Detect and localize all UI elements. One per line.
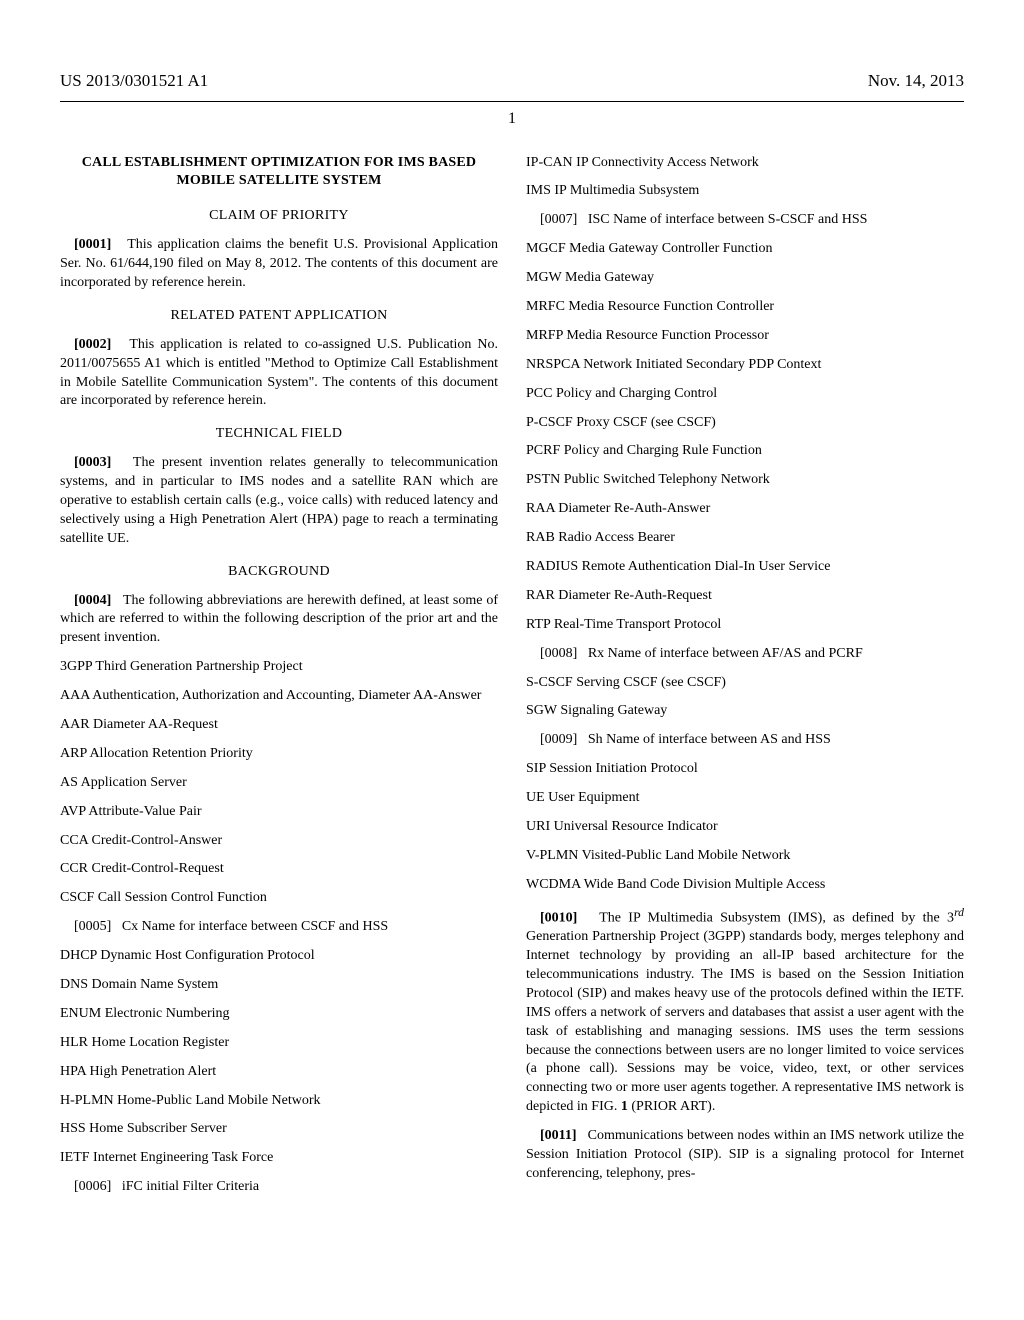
- para-0005: [0005] Cx Name for interface between CSC…: [60, 918, 498, 937]
- para-num: [0006]: [74, 1179, 111, 1194]
- abbr-cca: CCA Credit-Control-Answer: [60, 832, 498, 851]
- abbr-mgcf: MGCF Media Gateway Controller Function: [526, 240, 964, 259]
- para-0002: [0002] This application is related to co…: [60, 336, 498, 412]
- page-header: US 2013/0301521 A1 Nov. 14, 2013: [60, 70, 964, 93]
- pub-number: US 2013/0301521 A1: [60, 70, 208, 93]
- para-num: [0005]: [74, 919, 111, 934]
- para-text: This application claims the benefit U.S.…: [60, 237, 498, 290]
- abbr-ims: IMS IP Multimedia Subsystem: [526, 182, 964, 201]
- section-background: BACKGROUND: [60, 563, 498, 582]
- para-num: [0011]: [540, 1128, 577, 1143]
- abbr-hpa: HPA High Penetration Alert: [60, 1063, 498, 1082]
- abbr-ipcan: IP-CAN IP Connectivity Access Network: [526, 154, 964, 173]
- para-0003: [0003] The present invention relates gen…: [60, 454, 498, 548]
- abbr-enum: ENUM Electronic Numbering: [60, 1005, 498, 1024]
- abbr-aaa: AAA Authentication, Authorization and Ac…: [60, 687, 498, 706]
- para-0007: [0007] ISC Name of interface between S-C…: [526, 211, 964, 230]
- para-num: [0010]: [540, 910, 577, 925]
- para-text-b: Generation Partnership Project (3GPP) st…: [526, 929, 964, 1114]
- abbr-pcrf: PCRF Policy and Charging Rule Function: [526, 442, 964, 461]
- abbr-mrfc: MRFC Media Resource Function Controller: [526, 298, 964, 317]
- abbr-rtp: RTP Real-Time Transport Protocol: [526, 616, 964, 635]
- para-text: The present invention relates generally …: [60, 455, 498, 546]
- para-text: Cx Name for interface between CSCF and H…: [122, 919, 388, 934]
- para-text-a: The IP Multimedia Subsystem (IMS), as de…: [599, 910, 954, 925]
- para-text: iFC initial Filter Criteria: [122, 1179, 259, 1194]
- abbr-ue: UE User Equipment: [526, 789, 964, 808]
- body-columns: CALL ESTABLISHMENT OPTIMIZATION FOR IMS …: [60, 154, 964, 1201]
- abbr-hplmn: H-PLMN Home-Public Land Mobile Network: [60, 1092, 498, 1111]
- abbr-avp: AVP Attribute-Value Pair: [60, 803, 498, 822]
- pub-date: Nov. 14, 2013: [868, 70, 964, 93]
- para-num: [0009]: [540, 732, 577, 747]
- abbr-nrspca: NRSPCA Network Initiated Secondary PDP C…: [526, 356, 964, 375]
- abbr-sgw: SGW Signaling Gateway: [526, 702, 964, 721]
- abbr-ietf: IETF Internet Engineering Task Force: [60, 1149, 498, 1168]
- para-0006: [0006] iFC initial Filter Criteria: [60, 1178, 498, 1197]
- abbr-mgw: MGW Media Gateway: [526, 269, 964, 288]
- abbr-aar: AAR Diameter AA-Request: [60, 716, 498, 735]
- para-num: [0007]: [540, 212, 577, 227]
- abbr-ccr: CCR Credit-Control-Request: [60, 860, 498, 879]
- para-text: Rx Name of interface between AF/AS and P…: [588, 646, 863, 661]
- para-num: [0001]: [74, 237, 111, 252]
- para-text: Sh Name of interface between AS and HSS: [588, 732, 831, 747]
- section-related: RELATED PATENT APPLICATION: [60, 307, 498, 326]
- abbr-arp: ARP Allocation Retention Priority: [60, 745, 498, 764]
- para-text: This application is related to co-assign…: [60, 337, 498, 409]
- abbr-wcdma: WCDMA Wide Band Code Division Multiple A…: [526, 876, 964, 895]
- para-num: [0004]: [74, 593, 111, 608]
- para-text: Communications between nodes within an I…: [526, 1128, 964, 1181]
- para-text: The following abbreviations are herewith…: [60, 593, 498, 646]
- abbr-raa: RAA Diameter Re-Auth-Answer: [526, 500, 964, 519]
- abbr-cscf: CSCF Call Session Control Function: [60, 889, 498, 908]
- abbr-rab: RAB Radio Access Bearer: [526, 529, 964, 548]
- abbr-radius: RADIUS Remote Authentication Dial-In Use…: [526, 558, 964, 577]
- abbr-mrfp: MRFP Media Resource Function Processor: [526, 327, 964, 346]
- abbr-dhcp: DHCP Dynamic Host Configuration Protocol: [60, 947, 498, 966]
- para-num: [0003]: [74, 455, 111, 470]
- section-claim-priority: CLAIM OF PRIORITY: [60, 207, 498, 226]
- abbr-rar: RAR Diameter Re-Auth-Request: [526, 587, 964, 606]
- abbr-pcscf: P-CSCF Proxy CSCF (see CSCF): [526, 414, 964, 433]
- abbr-as: AS Application Server: [60, 774, 498, 793]
- para-0009: [0009] Sh Name of interface between AS a…: [526, 731, 964, 750]
- fig-ref: 1: [621, 1099, 628, 1114]
- abbr-dns: DNS Domain Name System: [60, 976, 498, 995]
- para-0004: [0004] The following abbreviations are h…: [60, 592, 498, 649]
- abbr-hlr: HLR Home Location Register: [60, 1034, 498, 1053]
- doc-title: CALL ESTABLISHMENT OPTIMIZATION FOR IMS …: [60, 154, 498, 192]
- para-num: [0008]: [540, 646, 577, 661]
- para-num: [0002]: [74, 337, 111, 352]
- para-text-c: (PRIOR ART).: [628, 1099, 715, 1114]
- superscript-rd: rd: [954, 906, 964, 919]
- header-rule: [60, 101, 964, 102]
- para-0001: [0001] This application claims the benef…: [60, 236, 498, 293]
- page-number: 1: [60, 108, 964, 130]
- abbr-scscf: S-CSCF Serving CSCF (see CSCF): [526, 674, 964, 693]
- para-text: ISC Name of interface between S-CSCF and…: [588, 212, 868, 227]
- para-0008: [0008] Rx Name of interface between AF/A…: [526, 645, 964, 664]
- abbr-uri: URI Universal Resource Indicator: [526, 818, 964, 837]
- abbr-hss: HSS Home Subscriber Server: [60, 1120, 498, 1139]
- abbr-pcc: PCC Policy and Charging Control: [526, 385, 964, 404]
- para-0011: [0011] Communications between nodes with…: [526, 1127, 964, 1184]
- abbr-pstn: PSTN Public Switched Telephony Network: [526, 471, 964, 490]
- abbr-vplmn: V-PLMN Visited-Public Land Mobile Networ…: [526, 847, 964, 866]
- section-technical-field: TECHNICAL FIELD: [60, 425, 498, 444]
- para-0010: [0010] The IP Multimedia Subsystem (IMS)…: [526, 905, 964, 1117]
- abbr-sip: SIP Session Initiation Protocol: [526, 760, 964, 779]
- abbr-3gpp: 3GPP Third Generation Partnership Projec…: [60, 658, 498, 677]
